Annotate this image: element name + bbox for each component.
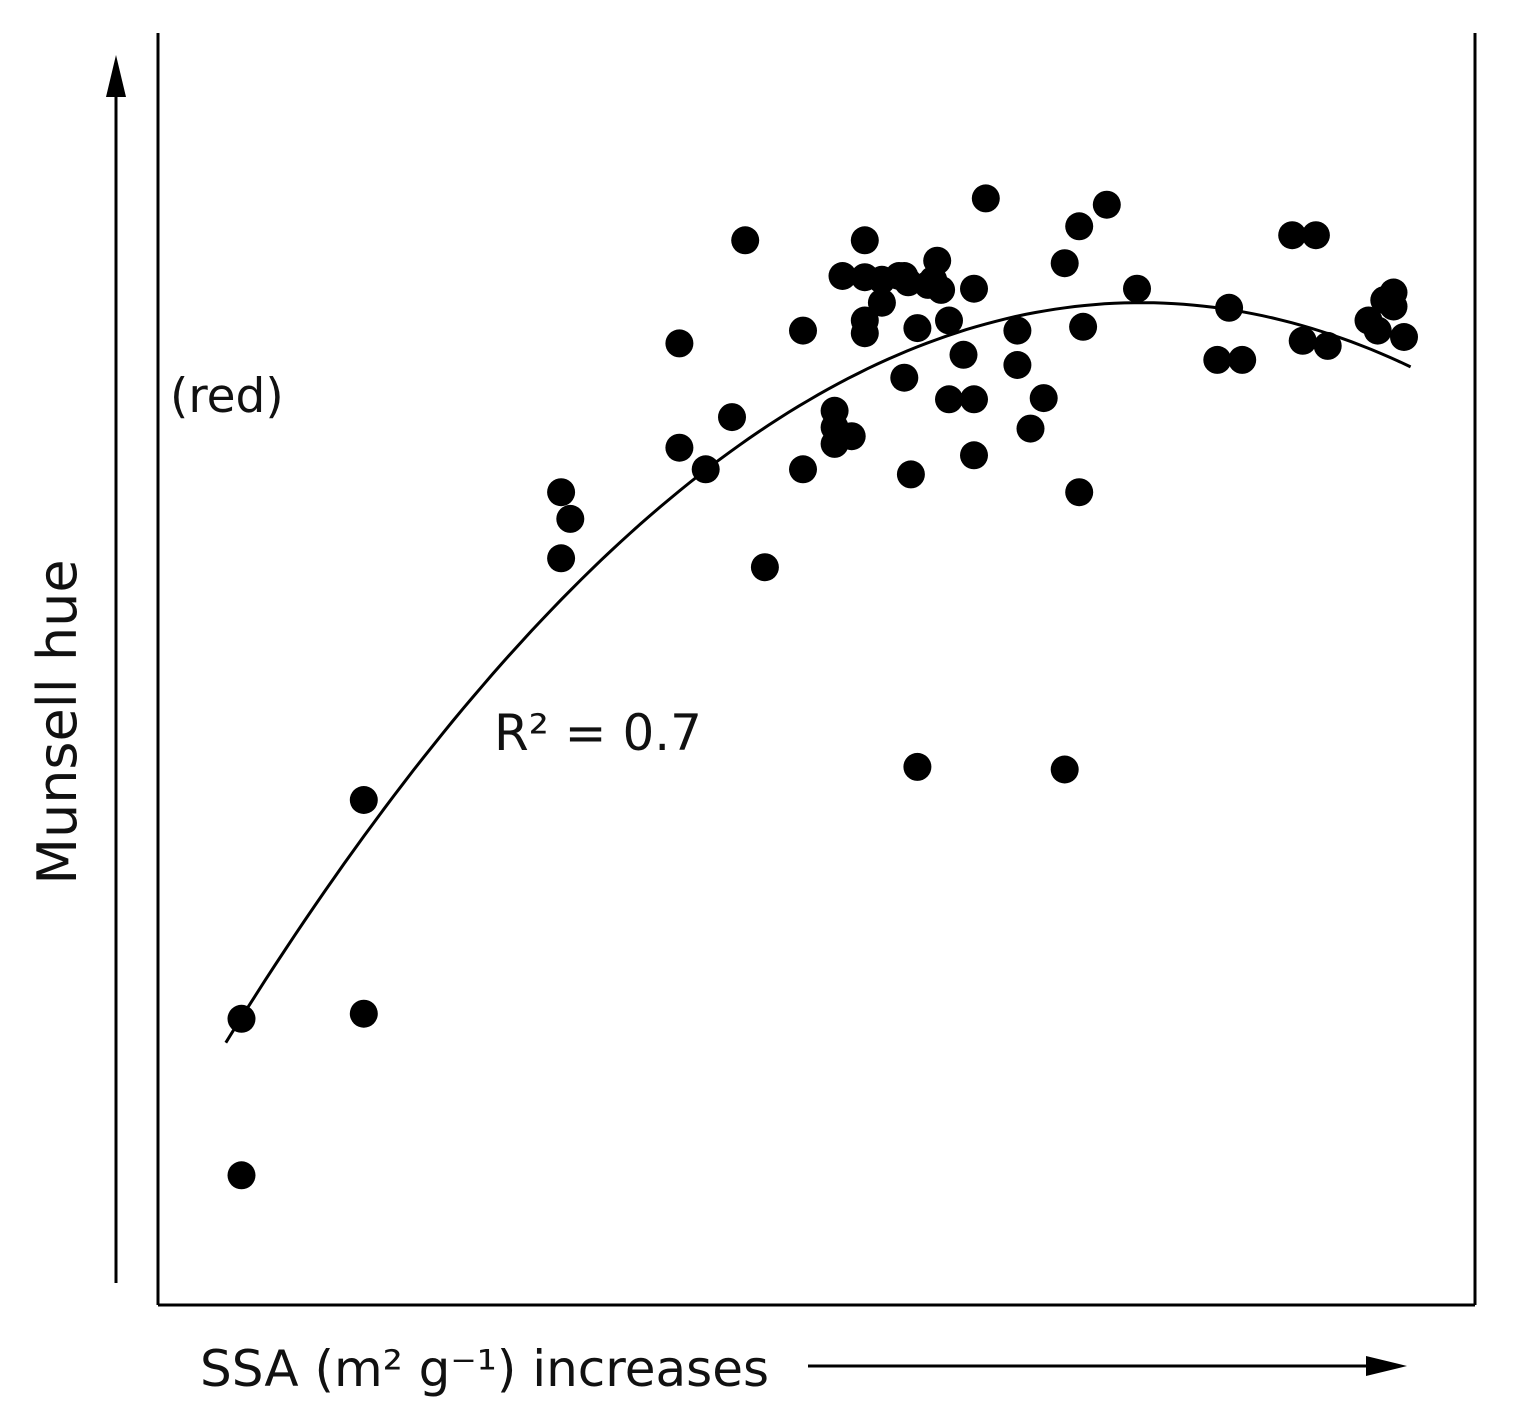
data-point [1003,351,1032,379]
data-point [1363,316,1392,345]
data-point [556,504,585,533]
data-point [1065,478,1094,507]
data-point [1069,312,1098,341]
data-point [1016,414,1045,443]
data-point [718,403,746,432]
data-point [971,184,1000,213]
data-point [227,1004,256,1033]
data-point [1029,384,1058,413]
data-point [1123,274,1151,303]
y-axis-label: Munsell hue [26,559,89,884]
data-point [935,385,963,414]
y-axis-annotation: (red) [170,369,284,424]
data-point [927,275,956,304]
data-point [1092,190,1121,219]
data-point [960,274,988,303]
data-point [903,752,932,781]
data-point [850,319,879,348]
data-point [1390,323,1418,351]
data-point [665,433,694,462]
data-points [227,184,1418,1190]
x-axis-arrow [808,1356,1407,1376]
plot-frame [156,33,1477,1307]
data-point [547,478,576,507]
data-point [1050,249,1079,278]
data-point [1278,221,1307,250]
data-point [1379,278,1408,307]
data-point [923,246,952,275]
data-point [1228,345,1257,374]
data-point [665,329,694,358]
data-point [731,226,760,255]
data-point [890,363,919,392]
data-point [828,262,857,290]
data-point [789,455,817,484]
fit-r-squared-label: R² = 0.7 [494,704,702,762]
data-point [949,340,978,369]
data-point [349,786,378,814]
data-point [1301,221,1330,250]
fit-curve [224,301,1412,1044]
data-point [837,422,866,451]
data-point [547,544,576,573]
data-point [1215,293,1244,322]
data-point [1065,212,1094,241]
data-point [1003,316,1032,345]
data-point [1288,326,1317,355]
data-point [960,385,988,414]
data-point [935,306,963,335]
x-axis-label: SSA (m² g⁻¹) increases [200,1340,769,1398]
data-point [349,999,378,1028]
data-point [1313,331,1342,360]
data-point [867,288,896,317]
y-axis-arrow [106,55,126,1283]
data-point [227,1161,256,1190]
data-point [960,441,988,470]
data-point [850,226,879,255]
data-point [1050,755,1079,784]
data-point [896,460,925,489]
data-point [903,314,932,343]
data-point [691,455,720,484]
data-point [750,553,779,582]
data-point [789,316,817,345]
data-point [1203,345,1232,374]
